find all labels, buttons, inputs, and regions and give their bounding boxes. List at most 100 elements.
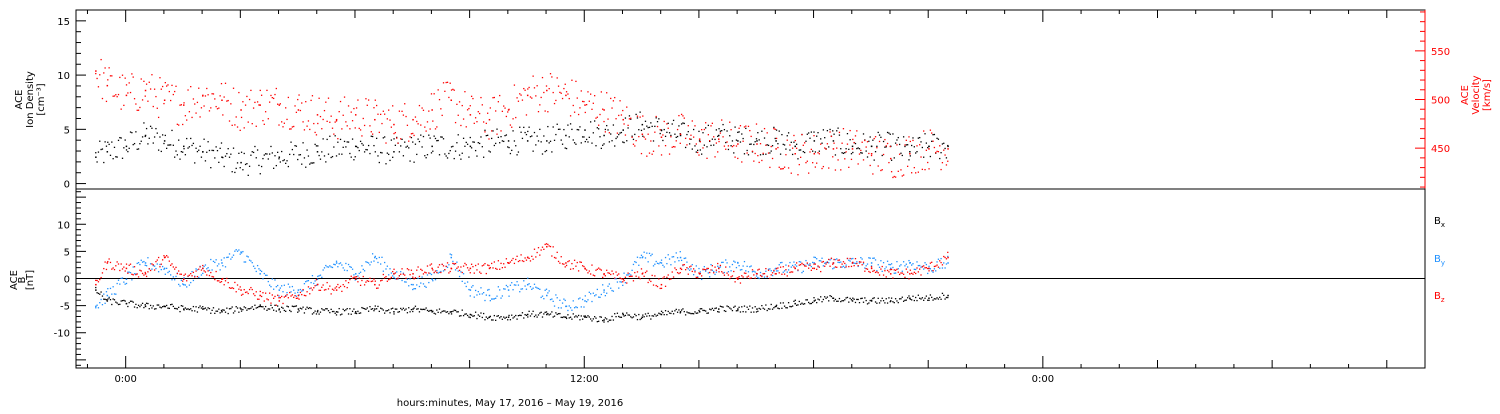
- bz-series-dot: [733, 270, 735, 273]
- by-series-dot: [437, 272, 439, 274]
- density-series-dot: [240, 151, 243, 153]
- bz-series-dot: [330, 293, 332, 295]
- bx-series-dot: [178, 306, 180, 309]
- velocity-series-dot: [667, 127, 669, 129]
- bz-series-dot: [706, 267, 708, 270]
- bz-series-dot: [842, 261, 845, 263]
- velocity-series-dot: [484, 131, 486, 133]
- by-series-dot: [410, 283, 413, 286]
- velocity-series-dot: [759, 143, 762, 145]
- bz-series-dot: [904, 276, 906, 279]
- velocity-series-dot: [751, 150, 754, 152]
- velocity-series-dot: [602, 108, 604, 110]
- density-series-dot: [813, 131, 815, 133]
- by-series-dot: [297, 291, 299, 294]
- bz-series-dot: [941, 264, 944, 266]
- velocity-series-dot: [180, 104, 183, 106]
- by-series-dot: [489, 300, 491, 302]
- bx-series-dot: [614, 313, 616, 315]
- by-series-dot: [664, 256, 667, 259]
- bz-series-dot: [691, 270, 693, 273]
- velocity-series-dot: [818, 153, 821, 155]
- density-series-dot: [511, 149, 513, 152]
- bz-series-dot: [643, 275, 645, 277]
- velocity-series-dot: [520, 94, 522, 96]
- density-series-dot: [667, 122, 669, 124]
- by-series-dot: [696, 276, 699, 278]
- density-series-dot: [216, 149, 219, 152]
- bx-series-point: [889, 300, 892, 302]
- bx-series-dot: [742, 310, 744, 313]
- by-series-dot: [226, 256, 228, 259]
- density-series-point: [641, 123, 644, 126]
- velocity-series-dot: [631, 136, 633, 138]
- bx-series-dot: [220, 309, 223, 312]
- density-series-dot: [893, 157, 895, 159]
- bz-series-dot: [920, 274, 922, 276]
- density-series-dot: [873, 159, 875, 161]
- velocity-series-dot: [749, 129, 751, 132]
- velocity-series-dot: [680, 113, 683, 116]
- bz-series-dot: [149, 269, 152, 272]
- bx-series-dot: [199, 305, 201, 307]
- velocity-series-dot: [341, 128, 343, 130]
- velocity-series-dot: [551, 76, 553, 78]
- by-series-point: [450, 256, 453, 259]
- bz-series-dot: [478, 271, 481, 273]
- bx-series-dot: [894, 298, 897, 300]
- bx-series-dot: [393, 313, 395, 315]
- by-series-dot: [255, 270, 257, 273]
- bx-series-dot: [116, 302, 118, 304]
- density-series-dot: [532, 150, 534, 152]
- bx-series-dot: [901, 296, 903, 298]
- bz-series-dot: [721, 271, 723, 273]
- density-series-dot: [192, 142, 195, 145]
- velocity-series-dot: [220, 82, 223, 85]
- by-series-dot: [549, 298, 552, 301]
- by-series-point: [221, 262, 223, 264]
- bx-series-dot: [607, 320, 609, 323]
- density-series-dot: [355, 145, 358, 148]
- bz-series-dot: [207, 270, 209, 272]
- velocity-series-dot: [932, 140, 934, 142]
- by-series-dot: [557, 307, 560, 309]
- velocity-series-dot: [405, 115, 407, 118]
- velocity-series-dot: [481, 104, 483, 106]
- bx-series-dot: [460, 315, 462, 317]
- density-series-dot: [200, 156, 203, 158]
- velocity-series-dot: [454, 121, 457, 124]
- by-series-dot: [583, 306, 585, 308]
- bz-series-dot: [825, 263, 827, 265]
- bx-series-dot: [596, 320, 598, 323]
- density-series-dot: [454, 150, 457, 152]
- density-series-dot: [573, 142, 576, 144]
- velocity-series-dot: [941, 162, 944, 164]
- density-series-dot: [536, 135, 538, 137]
- bx-series-dot: [184, 307, 187, 309]
- x-tick-label: 0:00: [1032, 374, 1054, 385]
- velocity-series-dot: [190, 85, 192, 88]
- velocity-series-dot: [412, 132, 414, 135]
- by-series-dot: [897, 268, 899, 270]
- density-series-dot: [524, 131, 526, 134]
- velocity-series-dot: [606, 92, 608, 94]
- bx-series-dot: [651, 315, 653, 317]
- bz-series-dot: [943, 255, 945, 258]
- by-series-dot: [715, 271, 718, 273]
- bz-series-dot: [805, 265, 807, 267]
- bz-series-dot: [369, 277, 371, 279]
- x-axis-label: hours:minutes, May 17, 2016 – May 19, 20…: [397, 398, 623, 409]
- bx-series-dot: [190, 308, 192, 310]
- bz-series-dot: [540, 249, 542, 251]
- by-series-dot: [860, 256, 862, 259]
- bz-series-dot: [931, 261, 933, 263]
- velocity-series-dot: [576, 97, 578, 99]
- by-series-dot: [709, 276, 711, 278]
- density-series-dot: [207, 141, 209, 143]
- bx-series-dot: [244, 307, 247, 309]
- bx-series-dot: [915, 296, 917, 299]
- bz-series-dot: [765, 267, 767, 270]
- bz-series-dot: [133, 266, 136, 268]
- bx-series-dot: [444, 310, 446, 312]
- density-series-dot: [238, 152, 240, 154]
